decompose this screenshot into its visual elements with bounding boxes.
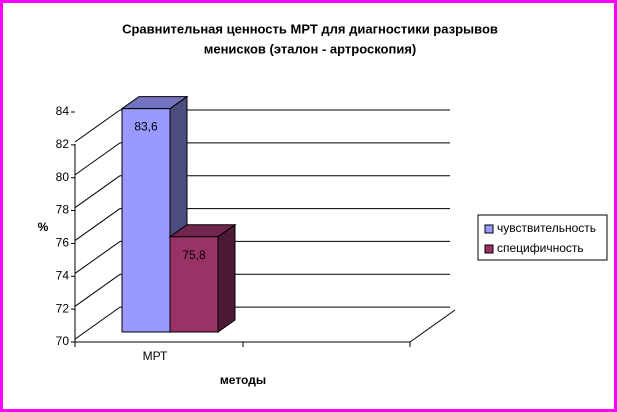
legend-swatch <box>484 224 494 234</box>
grid-line <box>74 109 121 143</box>
y-axis-label: % <box>38 220 49 234</box>
bar-face <box>217 223 236 333</box>
legend <box>477 214 608 261</box>
x-tick-label: МРТ <box>143 349 168 363</box>
grid-line <box>74 273 121 307</box>
chart-subtitle: менисков (эталон - артроскопия) <box>204 41 417 56</box>
y-tick-label: 70 <box>56 334 70 348</box>
grid-line <box>74 241 121 274</box>
grid-line <box>74 175 121 209</box>
grid-line <box>74 208 121 241</box>
bar-face <box>121 108 171 333</box>
grid-line <box>74 306 121 340</box>
grid-line <box>74 142 121 176</box>
legend-swatch <box>484 244 494 254</box>
y-tick-label: 72 <box>56 301 70 315</box>
bar <box>168 223 237 333</box>
x-axis-label: методы <box>220 373 266 387</box>
bar-face <box>169 236 219 333</box>
data-label: 83,6 <box>134 120 158 134</box>
chart-title: Сравнительная ценность МРТ для диагности… <box>122 21 498 36</box>
data-label: 75,8 <box>182 248 206 262</box>
y-tick-label: 82 <box>56 137 70 151</box>
legend-label: специфичность <box>497 241 584 255</box>
y-tick-label: 80 <box>56 170 70 184</box>
y-tick-label: 76 <box>56 236 70 250</box>
y-tick-label: 74 <box>56 268 70 282</box>
y-tick-label: 78 <box>56 203 70 217</box>
y-tick-label: 84 <box>56 104 70 118</box>
legend-label: чувствительность <box>497 221 596 235</box>
floor-edge <box>409 309 456 343</box>
